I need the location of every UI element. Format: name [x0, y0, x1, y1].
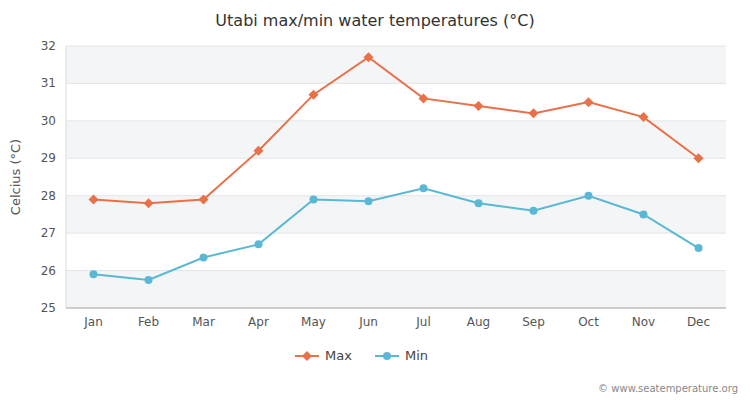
y-tick-label: 28 [41, 189, 56, 203]
x-tick-label: Jul [415, 315, 430, 329]
data-point [89, 194, 99, 204]
x-tick-label: Oct [578, 315, 599, 329]
grid-line [66, 270, 726, 271]
plot-area [89, 52, 704, 284]
legend: Max Min [295, 348, 428, 363]
y-tick-label: 31 [41, 76, 56, 90]
data-point [365, 197, 373, 205]
grid-band [66, 271, 726, 308]
chart-container: 25 26 27 28 29 30 31 32 Jan Feb Mar Apr May Jun Jul Aug… [0, 0, 750, 400]
x-tick-label: Jan [83, 315, 103, 329]
y-axis-label: Celcius (°C) [8, 139, 23, 215]
grid-line [66, 233, 726, 234]
x-tick-label: Apr [248, 315, 269, 329]
data-point [584, 97, 594, 107]
series-0 [89, 52, 704, 208]
grid-line [66, 83, 726, 84]
x-tick-label: Aug [467, 315, 490, 329]
data-point [310, 195, 318, 203]
x-tick-label: Feb [138, 315, 159, 329]
data-point [145, 276, 153, 284]
data-point [364, 52, 374, 62]
y-axis-line [66, 46, 67, 308]
grid-line [66, 120, 726, 121]
y-tick-label: 29 [41, 151, 56, 165]
legend-marker [383, 352, 391, 360]
data-point [255, 240, 263, 248]
chart: 25 26 27 28 29 30 31 32 Jan Feb Mar Apr May Jun Jul Aug… [0, 0, 750, 400]
legend-label: Min [405, 348, 428, 363]
x-tick-label: Dec [687, 315, 710, 329]
data-point [529, 108, 539, 118]
data-point [309, 90, 319, 100]
data-point [254, 146, 264, 156]
y-tick-label: 32 [41, 39, 56, 53]
x-tick-label: May [301, 315, 326, 329]
series-line [94, 57, 699, 203]
grid-band [66, 121, 726, 158]
x-tick-label: Sep [522, 315, 545, 329]
data-point [200, 253, 208, 261]
data-point [199, 194, 209, 204]
grid-line [66, 46, 726, 47]
y-tick-label: 27 [41, 226, 56, 240]
data-point [474, 101, 484, 111]
x-axis-line [66, 308, 726, 309]
data-point [475, 199, 483, 207]
y-tick-label: 25 [41, 301, 56, 315]
x-tick-label: Jun [358, 315, 378, 329]
x-tick-label: Mar [192, 315, 215, 329]
legend-label: Max [325, 348, 352, 363]
data-point [530, 207, 538, 215]
x-tick-label: Nov [632, 315, 655, 329]
data-point [694, 153, 704, 163]
grid-line [66, 158, 726, 159]
data-point [639, 112, 649, 122]
grid-line [66, 308, 726, 309]
data-point [695, 244, 703, 252]
data-point [585, 192, 593, 200]
series-line [94, 188, 699, 280]
annotation: © www.seatemperature.org [598, 383, 738, 394]
legend-marker [302, 351, 312, 361]
data-point [420, 184, 428, 192]
data-point [640, 210, 648, 218]
title: Utabi max/min water temperatures (°C) [215, 11, 534, 30]
data-point [90, 270, 98, 278]
data-point [419, 93, 429, 103]
grid [66, 46, 726, 308]
y-tick-label: 30 [41, 114, 56, 128]
data-point [144, 198, 154, 208]
series-1 [90, 184, 703, 284]
y-tick-label: 26 [41, 264, 56, 278]
